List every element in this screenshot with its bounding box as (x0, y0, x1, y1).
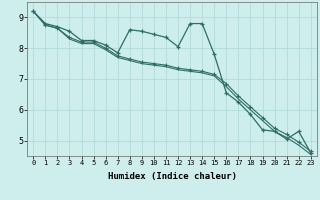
X-axis label: Humidex (Indice chaleur): Humidex (Indice chaleur) (108, 172, 236, 181)
